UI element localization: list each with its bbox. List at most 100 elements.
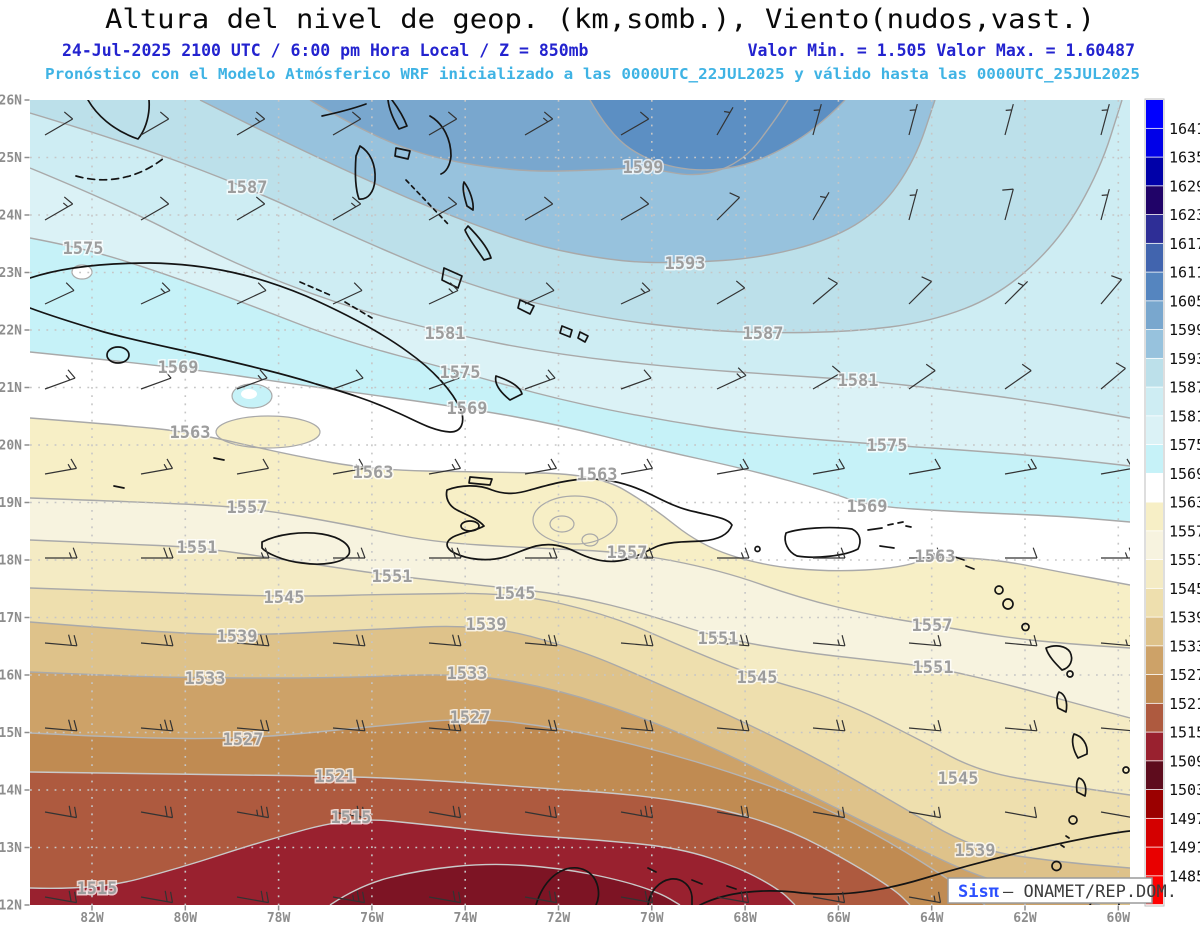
wind-barb [524, 282, 555, 305]
contour-label-1527: 1527 [450, 708, 491, 728]
colorbar-segment [1146, 473, 1163, 502]
wind-barb [140, 196, 170, 221]
contour-label-1545: 1545 [495, 584, 536, 604]
wind-barb [428, 282, 459, 305]
colorbar-segment [1146, 272, 1163, 301]
wind-barb [332, 111, 362, 136]
contour-label-1551: 1551 [177, 538, 218, 558]
contour-label-1551: 1551 [372, 567, 413, 587]
coastline-virgin-islands [867, 521, 912, 549]
wind-barb [332, 282, 363, 305]
closed-contour-detail [215, 415, 321, 449]
wind-barb [236, 282, 267, 305]
colorbar-label: 1521 [1169, 695, 1200, 713]
wind-barb [812, 277, 838, 305]
colorbar-segment [1146, 675, 1163, 703]
colorbar-label: 1503 [1169, 781, 1200, 799]
coastline-tortuga [468, 476, 493, 486]
contour-line-1515 [30, 819, 796, 905]
contour-line-1593 [199, 100, 936, 264]
wind-barb [236, 369, 268, 390]
contour-label-1539: 1539 [466, 615, 507, 635]
wind-barb [44, 719, 78, 732]
contour-label-1545: 1545 [737, 668, 778, 688]
wind-barb [44, 805, 78, 819]
wind-barb [1004, 103, 1014, 136]
contour-line-1551 [30, 539, 1130, 719]
coastline-dominica [1056, 691, 1068, 713]
contour-line-1587 [30, 100, 1123, 334]
lat-label-24N: 24N [0, 209, 22, 224]
coastline-grenada [1051, 860, 1062, 872]
lat-label-21N: 21N [0, 381, 22, 396]
colorbar-label: 1545 [1169, 580, 1200, 598]
wind-barb [332, 805, 366, 819]
lat-label-14N: 14N [0, 784, 22, 799]
coastline-cat-island [462, 181, 474, 211]
wind-barb [332, 196, 362, 221]
contour-label-1557: 1557 [912, 616, 953, 636]
wind-barb [908, 891, 942, 904]
lon-label-64W: 64W [920, 911, 944, 926]
lon-label-68W: 68W [733, 911, 757, 926]
wind-barb [621, 547, 654, 559]
wind-barb [1005, 547, 1038, 559]
coastline-caicos [559, 325, 589, 343]
coastline-barbuda [994, 585, 1004, 595]
wind-barb [909, 547, 942, 559]
colorbar-label: 1599 [1169, 321, 1200, 339]
contour-line-1575 [30, 237, 1130, 467]
wind-barb [332, 890, 366, 904]
wind-barb [428, 890, 462, 904]
contour-label-1521: 1521 [315, 767, 356, 787]
wind-barb [908, 363, 936, 390]
contour-label-1569: 1569 [158, 358, 199, 378]
contour-line-1527 [30, 719, 986, 905]
wind-barb [1100, 811, 1130, 818]
wind-barb [1004, 363, 1032, 390]
wind-barb [716, 634, 750, 647]
colorbar-segment [1146, 761, 1163, 790]
colorbar-segment [1146, 790, 1163, 818]
colorbar-segment [1146, 186, 1163, 215]
lat-label-26N: 26N [0, 94, 22, 109]
lat-label-15N: 15N [0, 726, 22, 741]
contour-lines-layer [30, 100, 1130, 905]
wind-barb [44, 196, 74, 221]
wind-barb [1100, 458, 1130, 475]
coastline-antigua [1002, 598, 1014, 610]
contour-label-1575: 1575 [63, 239, 104, 259]
wind-barb [716, 106, 734, 136]
colorbar-segment [1146, 502, 1163, 531]
colorbar-label: 1581 [1169, 407, 1200, 425]
wind-barb [908, 720, 942, 732]
wind-barb [332, 458, 366, 475]
latlon-grid-layer [30, 100, 1130, 905]
wind-barb [45, 547, 78, 559]
colorbar-segment [1146, 100, 1163, 128]
lon-label-82W: 82W [80, 911, 104, 926]
colorbar-segment [1146, 330, 1163, 358]
wind-barb [908, 103, 918, 136]
wind-barb [908, 188, 918, 221]
colorbar-label: 1575 [1169, 436, 1200, 454]
wind-barb [812, 719, 846, 732]
wind-barb [1100, 103, 1110, 136]
wind-barb [524, 634, 558, 647]
colorbar-segment [1146, 646, 1163, 675]
wind-barb [717, 547, 750, 559]
wind-barb [524, 369, 556, 390]
contour-label-1551: 1551 [913, 658, 954, 678]
contour-line-1569 [30, 351, 1130, 523]
wind-barb [716, 458, 750, 475]
lat-label-23N: 23N [0, 266, 22, 281]
contour-line-1521 [30, 771, 911, 905]
contour-label-1593: 1593 [665, 254, 706, 274]
wind-barb [428, 111, 458, 136]
colorbar-label: 1515 [1169, 724, 1200, 742]
wind-barb [236, 634, 270, 647]
contour-label-1581: 1581 [838, 371, 879, 391]
colorbar-segment [1146, 531, 1163, 560]
